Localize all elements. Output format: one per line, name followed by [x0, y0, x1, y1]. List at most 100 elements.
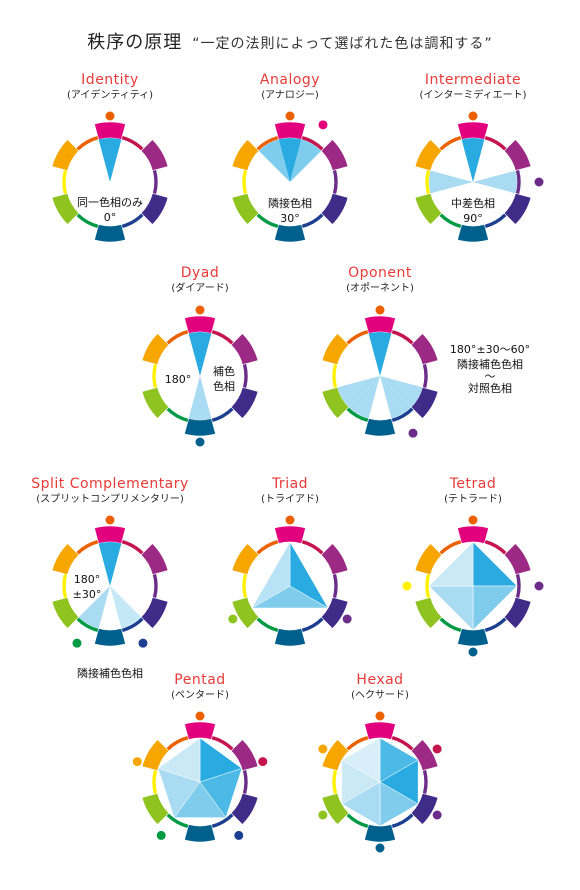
- hue-marker: [285, 515, 295, 525]
- hue-marker: [105, 515, 115, 525]
- hue-marker: [534, 177, 544, 187]
- hue-segment: [457, 121, 489, 140]
- note-line: 隣接色相: [268, 197, 312, 210]
- polygon-facet: [428, 541, 474, 587]
- page-title: 秩序の原理 “一定の法則によって選ばれた色は調和する”: [0, 28, 580, 54]
- hue-wedge: [258, 139, 290, 182]
- hue-segment: [274, 628, 306, 647]
- scheme-name-jp: (オポーネント): [346, 283, 414, 294]
- hue-marker: [342, 614, 352, 624]
- note-line: 90°: [463, 212, 483, 225]
- label-tetrad: Tetrad (テトラード): [423, 476, 523, 506]
- scheme-name-jp: (ダイアード): [171, 283, 229, 294]
- hue-wedge: [110, 586, 142, 629]
- hue-marker: [318, 744, 328, 754]
- scheme-name-en: Tetrad: [449, 476, 497, 492]
- title-main: 秩序の原理: [87, 32, 183, 53]
- label-pentad: Pentad (ペンタード): [150, 672, 250, 702]
- hue-segment: [345, 735, 369, 752]
- hue-marker: [105, 111, 115, 121]
- hue-segment: [184, 824, 216, 843]
- hue-segment: [457, 525, 489, 544]
- hue-segment: [457, 224, 489, 243]
- hue-segment: [184, 315, 216, 334]
- hue-wedge: [188, 376, 212, 420]
- wheel-triad: [228, 515, 352, 647]
- hue-segment: [94, 628, 126, 647]
- hue-wedge: [348, 376, 380, 419]
- hue-marker: [468, 111, 478, 121]
- hue-wedge: [380, 376, 423, 408]
- hue-marker: [258, 757, 268, 767]
- label-identity: Identity (アイデンティティ): [60, 72, 160, 102]
- hue-segment: [184, 418, 216, 437]
- wheel-hexad: [318, 711, 442, 853]
- hue-marker: [285, 111, 295, 121]
- scheme-name-en: Pentad: [174, 672, 226, 688]
- wheel-tetrad: [402, 515, 544, 657]
- hue-marker: [132, 757, 142, 767]
- wheel-split-complementary: [51, 515, 169, 648]
- note-line: 180°: [164, 373, 192, 386]
- label-triad: Triad (トライアド): [240, 476, 340, 506]
- scheme-name-en: Triad: [271, 476, 309, 492]
- scheme-name-en: Dyad: [180, 265, 220, 281]
- hue-marker: [408, 428, 418, 438]
- hue-wedge: [473, 170, 517, 194]
- hue-marker: [318, 810, 328, 820]
- hue-marker: [402, 581, 412, 591]
- scheme-name-en: Intermediate: [424, 72, 522, 88]
- hue-wedge: [368, 376, 392, 420]
- scheme-name-jp: (ペンタード): [171, 690, 229, 701]
- note-line: 180°±30〜60°: [449, 343, 531, 356]
- scheme-name-en: Analogy: [259, 72, 321, 88]
- wheel-oponent: [321, 305, 439, 438]
- note-dyad-angle: 180°: [158, 372, 198, 387]
- note-line: 補色: [213, 365, 235, 378]
- title-subtitle: “一定の法則によって選ばれた色は調和する”: [192, 36, 493, 52]
- label-split-complementary: Split Complementary (スプリットコンプリメンタリー): [20, 476, 200, 506]
- hue-marker: [432, 744, 442, 754]
- hue-marker: [432, 810, 442, 820]
- hue-marker: [72, 638, 82, 648]
- hue-segment: [94, 224, 126, 243]
- scheme-name-en: Oponent: [348, 265, 412, 281]
- note-analogy: 隣接色相 30°: [250, 196, 330, 226]
- note-line: ±30°: [72, 588, 102, 601]
- hue-marker: [534, 581, 544, 591]
- hue-wedge: [461, 138, 485, 182]
- hue-marker: [375, 305, 385, 315]
- note-identity: 同一色相のみ 0°: [70, 195, 150, 225]
- label-oponent: Oponent (オポーネント): [320, 265, 440, 295]
- scheme-name-jp: (アイデンティティ): [66, 90, 154, 101]
- scheme-name-en: Identity: [81, 72, 139, 88]
- wheel-intermediate: [414, 111, 544, 243]
- label-hexad: Hexad (ヘクサード): [330, 672, 430, 702]
- hue-segment: [457, 628, 489, 647]
- hue-marker: [195, 437, 205, 447]
- hue-wedge: [188, 332, 212, 376]
- hue-marker: [318, 120, 328, 130]
- note-dyad-type: 補色 色相: [206, 364, 242, 394]
- hue-wedge: [380, 376, 412, 419]
- scheme-name-jp: (テトラード): [444, 494, 502, 505]
- note-line: 対照色相: [468, 382, 512, 395]
- hue-marker: [375, 843, 385, 853]
- wheel-pentad: [132, 711, 268, 843]
- label-dyad: Dyad (ダイアード): [150, 265, 250, 295]
- note-line: 同一色相のみ: [77, 196, 143, 209]
- wheel-identity: [51, 111, 169, 243]
- hue-segment: [364, 315, 396, 334]
- hue-segment: [364, 418, 396, 437]
- hue-segment: [94, 525, 126, 544]
- note-line: 隣接補色色相: [457, 358, 523, 371]
- hue-segment: [94, 121, 126, 140]
- scheme-name-en: Hexad: [356, 672, 404, 688]
- polygon-facet: [341, 737, 381, 783]
- hue-marker: [234, 830, 244, 840]
- label-analogy: Analogy (アナロジー): [240, 72, 340, 102]
- polygon-facet: [157, 737, 201, 783]
- note-split-below: 隣接補色色相: [60, 666, 160, 681]
- hue-marker: [156, 830, 166, 840]
- wheel-analogy: [231, 111, 349, 243]
